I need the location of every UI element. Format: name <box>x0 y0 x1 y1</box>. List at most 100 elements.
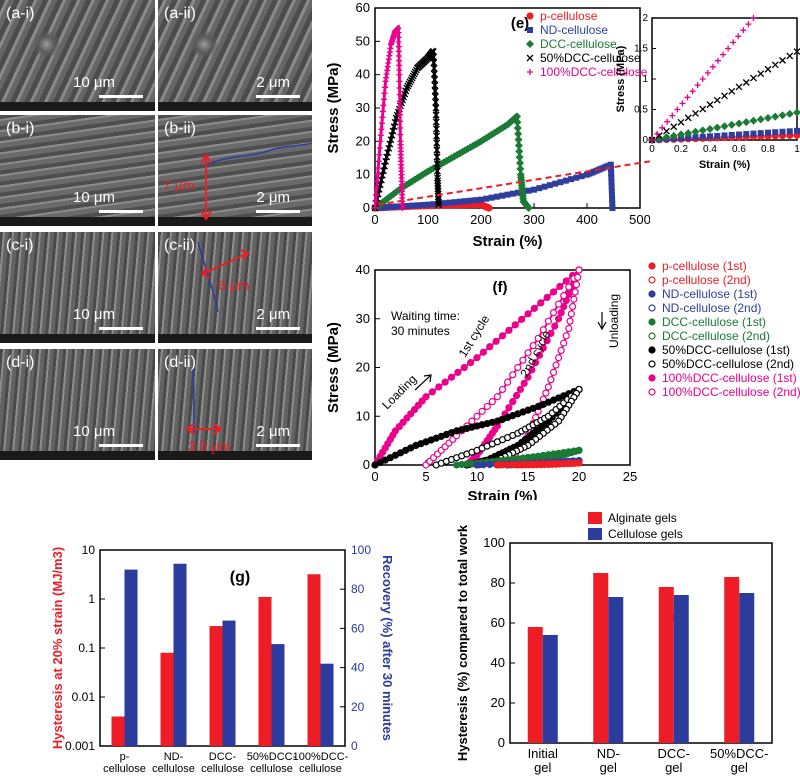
sem-panel-label: (c-i) <box>6 237 34 254</box>
legend-marker <box>648 262 656 270</box>
data-point <box>793 48 800 56</box>
sem-texture <box>158 0 312 111</box>
data-point <box>375 165 382 171</box>
data-point <box>441 378 449 386</box>
data-point <box>669 131 678 140</box>
sem-texture <box>0 115 155 226</box>
sem-texture <box>0 232 155 343</box>
legend-label: 50%DCC-cellulose (1st) <box>662 343 790 357</box>
data-point <box>520 379 528 387</box>
data-point <box>565 324 573 333</box>
data-point <box>735 33 742 40</box>
data-point <box>713 96 721 104</box>
data-point <box>445 155 454 164</box>
legend-label: p-cellulose (2nd) <box>662 273 751 287</box>
x-category-label: DCC- <box>209 751 237 763</box>
x-tick-label: 100 <box>417 212 439 227</box>
legend-label: DCC-cellulose (1st) <box>662 315 766 329</box>
data-point <box>743 131 750 138</box>
annotation-waiting-time: 30 minutes <box>391 324 450 338</box>
data-point <box>544 383 552 391</box>
data-point <box>414 202 421 209</box>
sem-info-bar <box>0 217 155 226</box>
data-point <box>478 407 486 415</box>
sem-image-panel: (b-i) 10 μm <box>0 115 155 226</box>
chart-h-hysteresis-percent: 020406080100(h)InitialgelND-gelDCC-gel50… <box>455 511 773 775</box>
data-point <box>375 158 382 165</box>
data-point <box>525 187 532 194</box>
x-category-label: 50%DCC- <box>247 751 297 763</box>
x-tick-label: 0 <box>371 212 378 227</box>
bar-Cellulose gels <box>673 595 689 743</box>
data-point <box>685 134 692 141</box>
sem-scale-bar <box>99 210 143 213</box>
data-point <box>778 111 787 120</box>
data-point <box>467 359 475 367</box>
data-point <box>421 169 430 177</box>
data-point <box>535 351 544 359</box>
sem-panel-label: (a-ii) <box>164 5 196 22</box>
data-point <box>397 111 404 118</box>
sem-panel-label: (b-ii) <box>164 120 196 137</box>
y-axis-label: Hysteresis (%) compared to total work <box>455 524 470 761</box>
data-point <box>396 71 403 78</box>
data-point <box>396 105 403 111</box>
data-point <box>393 203 400 210</box>
data-point <box>562 277 570 285</box>
bar-hysteresis <box>258 596 272 746</box>
data-point <box>514 363 522 372</box>
bar-Alginate gels <box>658 587 674 743</box>
data-point <box>381 196 390 204</box>
sem-scale-text: 10 μm <box>73 306 115 323</box>
x-category-label: gel <box>731 760 748 775</box>
legend-label: 100%DCC-cellulose (1st) <box>662 371 797 385</box>
y-tick-label: 10 <box>356 167 370 182</box>
legend-marker <box>648 332 656 340</box>
y-tick-label: 1 <box>88 592 95 606</box>
loop-2nd <box>432 385 583 469</box>
data-point <box>771 112 780 121</box>
y-tick-label: 0.5 <box>634 105 648 116</box>
crack-trace-line <box>192 368 195 435</box>
data-point <box>542 389 550 397</box>
data-point <box>408 177 417 186</box>
data-point <box>749 116 758 125</box>
x-tick-label: 0 <box>649 144 655 155</box>
sem-image-panel: (a-i) 10 μm <box>0 0 155 111</box>
x-category-label: gel <box>534 760 551 775</box>
bar-Cellulose gels <box>739 593 755 743</box>
data-point <box>486 460 494 469</box>
legend-marker <box>648 388 656 396</box>
data-point <box>505 326 513 334</box>
data-point <box>764 114 772 123</box>
data-point <box>518 315 526 323</box>
legend-label: 100%DCC-cellulose (2nd) <box>662 385 800 399</box>
data-point <box>516 164 525 173</box>
data-point <box>566 317 574 325</box>
x-category-label: 100%DCC- <box>293 751 349 763</box>
data-point <box>473 461 481 469</box>
data-point <box>377 138 384 145</box>
data-point <box>574 273 582 281</box>
data-point <box>430 53 438 61</box>
x-tick-label: 200 <box>470 212 492 227</box>
x-tick-label: 20 <box>572 469 586 484</box>
x-tick-label: 500 <box>629 212 650 227</box>
sem-scale-text: 10 μm <box>73 189 115 206</box>
legend-label: p-cellulose (1st) <box>662 259 747 273</box>
data-point <box>407 410 415 418</box>
data-point <box>509 371 517 379</box>
x-tick-label: 300 <box>523 212 545 227</box>
data-point <box>756 115 765 124</box>
sem-info-bar <box>0 102 155 111</box>
y-tick-label: 20 <box>491 695 505 710</box>
sem-scale-bar <box>256 95 300 98</box>
y-tick-label: 80 <box>491 575 505 590</box>
data-point <box>488 398 496 406</box>
data-point <box>428 388 436 396</box>
data-point <box>514 129 523 138</box>
legend-label: 100%DCC-cellulose <box>540 65 648 79</box>
data-point <box>608 192 615 198</box>
data-point <box>532 359 540 367</box>
data-point <box>786 52 794 60</box>
